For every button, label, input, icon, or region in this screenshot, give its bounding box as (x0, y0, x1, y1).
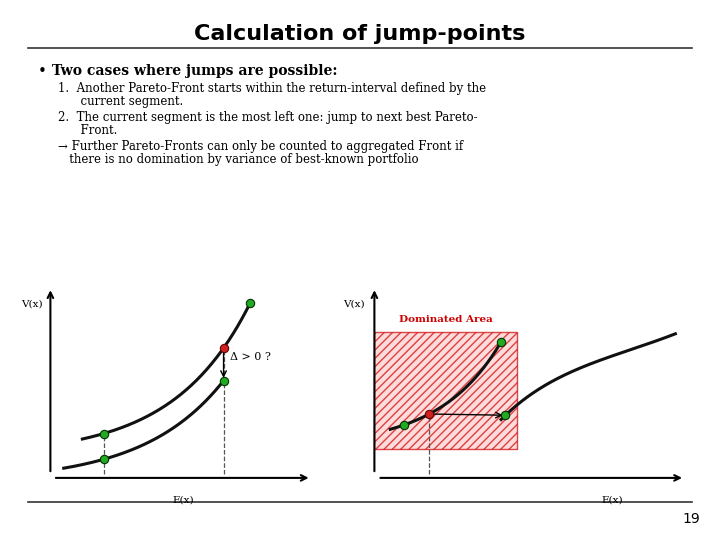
Text: 2.  The current segment is the most left one: jump to next best Pareto-: 2. The current segment is the most left … (58, 111, 477, 124)
Text: Δ > 0 ?: Δ > 0 ? (230, 352, 271, 362)
Text: there is no domination by variance of best-known portfolio: there is no domination by variance of be… (58, 153, 418, 166)
Text: Two cases where jumps are possible:: Two cases where jumps are possible: (52, 64, 338, 78)
Text: V(x): V(x) (21, 299, 42, 308)
Text: Calculation of jump-points: Calculation of jump-points (194, 24, 526, 44)
Text: V(x): V(x) (343, 299, 365, 308)
Text: Dominated Area: Dominated Area (399, 315, 492, 325)
Bar (374, 332, 517, 449)
Text: 19: 19 (683, 512, 700, 526)
Text: E(x): E(x) (601, 495, 623, 504)
Text: → Further Pareto-Fronts can only be counted to aggregated Front if: → Further Pareto-Fronts can only be coun… (58, 140, 463, 153)
Text: •: • (38, 64, 47, 79)
Text: 1.  Another Pareto-Front starts within the return-interval defined by the: 1. Another Pareto-Front starts within th… (58, 82, 486, 95)
Text: current segment.: current segment. (58, 95, 184, 108)
Text: Front.: Front. (58, 124, 117, 137)
Text: E(x): E(x) (173, 495, 194, 504)
